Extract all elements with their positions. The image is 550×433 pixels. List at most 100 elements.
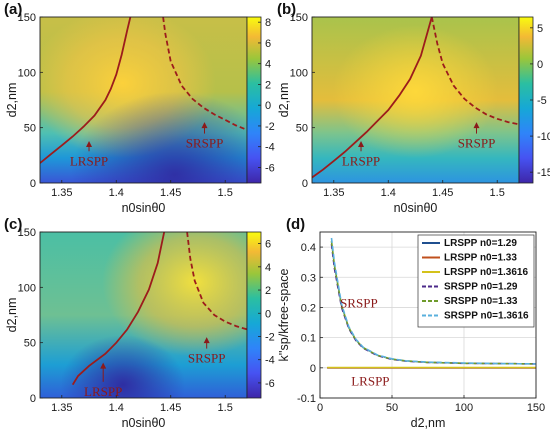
colorbar	[246, 16, 262, 184]
x-tick-label: 1.5	[490, 187, 505, 199]
annotation-label: SRSPP	[458, 136, 496, 151]
colorbar-tick-label: -6	[265, 162, 275, 174]
colorbar-tick-label: -2	[265, 331, 275, 343]
x-tick-label: 0	[317, 402, 323, 414]
colorbar-tick-label: 2	[265, 285, 271, 297]
x-tick-label: 1.4	[109, 402, 124, 414]
annotation-arrow-head	[86, 140, 93, 147]
plot-area	[40, 17, 247, 183]
legend-entry: LRSPP n0=1.33	[444, 253, 517, 264]
colorbar-tick-label: 8	[265, 17, 271, 29]
heatmap-overlay	[40, 232, 247, 398]
colorbar-tick-label: 0	[265, 100, 271, 112]
y-tick-label: 0.3	[301, 272, 316, 284]
x-axis-label: n0sinθ0	[394, 201, 438, 215]
panel-c: 1.35 1.4 1.45 1.5 0 50 100 150 n0sinθ0 d2,nm (c) LR…	[4, 216, 275, 430]
x-tick-label: 150	[527, 402, 545, 414]
y-tick-label: 0.2	[301, 302, 316, 314]
annotation-label: SRSPP	[340, 295, 378, 310]
x-tick-label: 1.4	[109, 187, 124, 199]
annotation-label: LRSPP	[70, 153, 108, 168]
panel-label: (b)	[277, 1, 296, 18]
colorbar-tick-label: -5	[537, 95, 547, 107]
y-tick-label: 100	[18, 67, 36, 79]
legend-entry: LRSPP n0=1.29	[444, 238, 517, 249]
x-tick-label: 1.45	[160, 187, 181, 199]
annotation-arrow-head	[203, 337, 210, 344]
legend: LRSPP n0=1.29 LRSPP n0=1.33 LRSPP n0=1.361…	[417, 234, 535, 328]
colorbar-tick-label: 2	[265, 79, 271, 91]
x-tick-label: 1.35	[51, 187, 72, 199]
colorbar-tick-label: 5	[537, 23, 543, 35]
y-tick-label: 0	[310, 363, 316, 375]
annotation-arrow-head	[473, 122, 480, 129]
x-axis-label: d2,nm	[411, 416, 446, 430]
annotation-label: LRSPP	[342, 153, 380, 168]
colorbar-tick-label: 4	[265, 59, 271, 71]
annotation-label: SRSPP	[188, 351, 226, 366]
colorbar-tick-label: -4	[265, 142, 275, 154]
y-axis-label: d2,nm	[5, 298, 19, 333]
colorbar-tick-label: -6	[265, 378, 275, 390]
y-tick-label: 150	[18, 227, 36, 239]
x-tick-label: 1.35	[51, 402, 72, 414]
colorbar-tick-label: -15	[537, 167, 550, 179]
panel-d: 0 50 100 150-0.100.10.20.30.4d2,nmk''sp/kfr…	[277, 216, 545, 430]
colorbar-tick-label: 0	[537, 59, 543, 71]
y-tick-label: 0	[30, 178, 36, 190]
y-tick-label: 0.1	[301, 333, 316, 345]
x-tick-label: 1.35	[323, 187, 344, 199]
y-axis-label: d2,nm	[277, 83, 291, 118]
colorbar-tick-label: -2	[265, 121, 275, 133]
series-line-1	[71, 232, 166, 386]
y-tick-label: 0.4	[301, 242, 316, 254]
y-tick-label: 50	[296, 123, 308, 135]
panel-label: (c)	[4, 216, 22, 233]
panel-label: (a)	[4, 1, 22, 18]
series-line-2	[186, 232, 247, 331]
y-axis-label: d2,nm	[5, 83, 19, 118]
axes-frame	[319, 231, 537, 399]
legend-box	[417, 234, 535, 328]
heatmap-overlay	[312, 17, 519, 183]
panel-label: (d)	[286, 216, 305, 233]
plot-area	[40, 232, 247, 398]
colorbar	[246, 231, 262, 399]
y-tick-label: 100	[18, 282, 36, 294]
annotation-label: SRSPP	[186, 136, 224, 151]
legend-entry: SRSPP n0=1.29	[444, 282, 518, 293]
y-axis-label: k''sp/kfree-space	[277, 268, 291, 361]
annotation-arrow-head	[201, 122, 208, 129]
annotation-arrow-head	[100, 362, 107, 369]
x-axis-label: n0sinθ0	[122, 201, 166, 215]
colorbar-tick-label: -4	[265, 355, 275, 367]
x-tick-label: 1.5	[218, 402, 233, 414]
y-tick-label: 50	[24, 338, 36, 350]
colorbar-tick-label: -10	[537, 131, 550, 143]
x-tick-label: 1.4	[381, 187, 396, 199]
y-tick-label: 150	[18, 12, 36, 24]
y-tick-label: 150	[290, 12, 308, 24]
legend-entry: SRSPP n0=1.3616	[444, 311, 529, 322]
panel-a: 1.35 1.4 1.45 1.5 0 50 100 150 n0sinθ0 d2,nm (a) LR…	[4, 1, 275, 215]
colorbar-tick-label: 6	[265, 38, 271, 50]
colorbar-tick-label: 6	[265, 239, 271, 251]
x-tick-label: 50	[386, 402, 398, 414]
annotation-arrow-head	[358, 140, 365, 147]
legend-entry: SRSPP n0=1.33	[444, 296, 518, 307]
x-axis-label: n0sinθ0	[122, 416, 166, 430]
series-line-2	[430, 17, 519, 126]
x-tick-label: 1.5	[218, 187, 233, 199]
legend-entry: LRSPP n0=1.3616	[444, 267, 528, 278]
series-line-1	[312, 17, 433, 179]
y-tick-label: -0.1	[297, 393, 316, 405]
panel-b: 1.35 1.4 1.45 1.5050100150n0sinθ0d2,nm(b)LR…	[277, 1, 550, 215]
y-tick-label: 0	[302, 178, 308, 190]
colorbar-tick-label: 4	[265, 262, 271, 274]
y-tick-label: 50	[24, 123, 36, 135]
annotation-label: LRSPP	[84, 384, 122, 399]
heatmap-overlay	[40, 17, 247, 183]
annotation-label: LRSPP	[351, 373, 389, 388]
y-tick-label: 100	[290, 67, 308, 79]
